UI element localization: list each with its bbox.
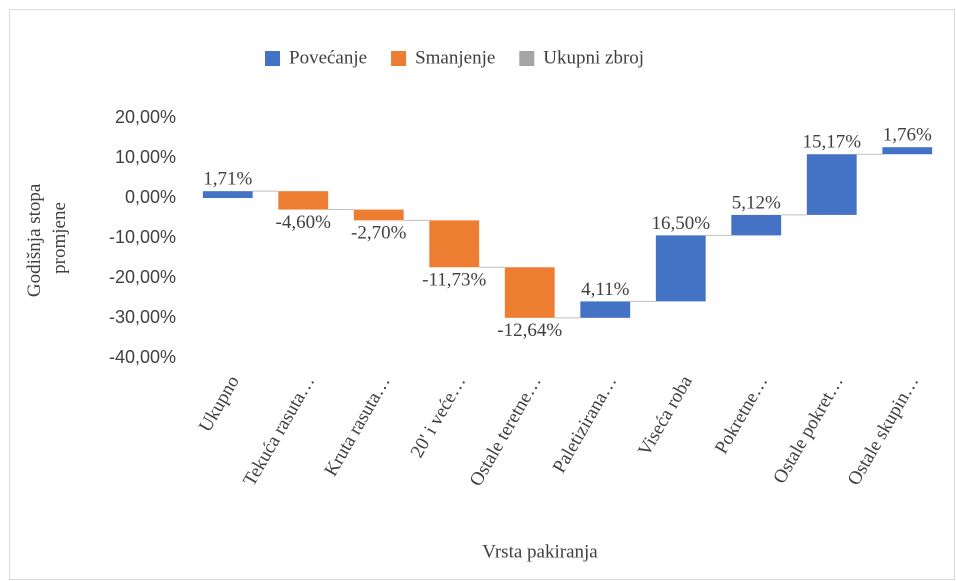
bar bbox=[504, 267, 555, 318]
legend-swatch bbox=[265, 51, 280, 66]
bar bbox=[882, 147, 933, 155]
data-label: -4,60% bbox=[276, 212, 332, 233]
bar bbox=[353, 209, 404, 221]
y-tick-label: 10,00% bbox=[115, 147, 176, 167]
legend-label: Povećanje bbox=[289, 47, 367, 68]
data-label: 5,12% bbox=[732, 192, 781, 213]
data-label: 15,17% bbox=[802, 132, 861, 153]
bar bbox=[655, 235, 706, 302]
legend-label: Ukupni zbroj bbox=[543, 47, 644, 68]
bar bbox=[429, 220, 480, 268]
bar bbox=[806, 154, 857, 215]
legend-swatch bbox=[391, 51, 407, 66]
y-axis-title: Godišnja stopa promjene bbox=[24, 179, 70, 297]
y-tick-label: 0,00% bbox=[125, 187, 176, 207]
data-label: -2,70% bbox=[351, 223, 407, 244]
x-axis-title: Vrsta pakiranja bbox=[482, 541, 598, 562]
data-label: 1,71% bbox=[203, 169, 252, 190]
y-axis-title-line: Godišnja stopa bbox=[24, 183, 45, 297]
bar bbox=[731, 214, 782, 236]
bar bbox=[278, 191, 329, 210]
bar bbox=[580, 301, 631, 318]
data-label: -11,73% bbox=[422, 270, 486, 291]
data-label: 4,11% bbox=[581, 279, 630, 300]
legend-label: Smanjenje bbox=[415, 47, 495, 68]
y-tick-label: -30,00% bbox=[109, 307, 176, 327]
y-tick-label: -40,00% bbox=[109, 347, 176, 367]
y-tick-label: 20,00% bbox=[115, 107, 176, 127]
data-label: 16,50% bbox=[651, 213, 710, 234]
y-axis-title-line: promjene bbox=[49, 202, 70, 274]
y-tick-label: -20,00% bbox=[109, 267, 176, 287]
data-label: 1,76% bbox=[883, 125, 932, 146]
legend-swatch bbox=[519, 51, 535, 66]
bar bbox=[202, 191, 253, 198]
chart-border bbox=[9, 9, 955, 580]
y-tick-label: -10,00% bbox=[109, 227, 176, 247]
data-label: -12,64% bbox=[497, 320, 562, 341]
